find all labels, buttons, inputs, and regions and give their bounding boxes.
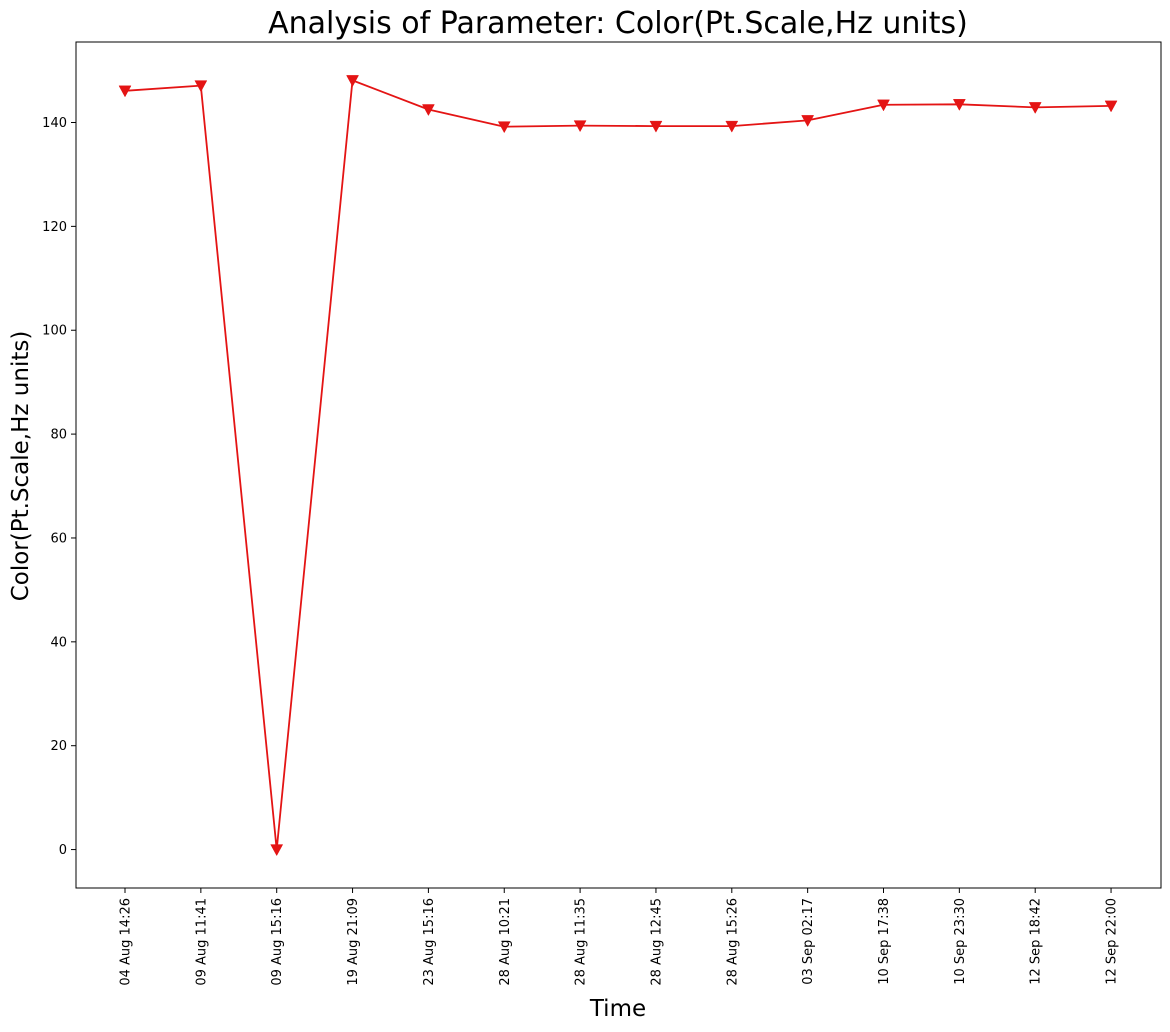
series-line	[124, 79, 1112, 851]
data-point	[497, 121, 511, 134]
x-tick-label: 28 Aug 11:35	[574, 898, 589, 986]
data-point	[1104, 100, 1118, 113]
data-point	[801, 115, 815, 127]
x-tick-label: 04 Aug 14:26	[119, 898, 134, 986]
y-axis: 0 20 40 60 80 100 120 140	[42, 116, 76, 858]
data-point	[1028, 102, 1042, 114]
y-tick-label: 60	[50, 531, 67, 546]
x-tick-label: 03 Sep 02:17	[801, 898, 816, 985]
data-point	[725, 120, 739, 133]
data-point	[346, 75, 359, 87]
data-point	[194, 80, 208, 93]
x-tick-label: 09 Aug 11:41	[194, 898, 209, 986]
data-point	[118, 85, 132, 98]
data-point	[649, 120, 663, 133]
data-point	[952, 99, 966, 111]
y-tick-label: 100	[42, 324, 67, 339]
x-tick-label: 28 Aug 12:45	[649, 898, 664, 986]
x-tick-label: 19 Aug 21:09	[346, 898, 361, 986]
x-tick-label: 10 Sep 17:38	[877, 898, 892, 985]
x-tick-label: 10 Sep 23:30	[953, 898, 968, 985]
x-tick-label: 28 Aug 10:21	[498, 898, 513, 986]
y-tick-label: 80	[50, 428, 67, 443]
x-tick-label: 09 Aug 15:16	[270, 898, 285, 986]
y-tick-label: 40	[50, 635, 67, 650]
data-point	[270, 844, 284, 857]
data-point	[421, 104, 435, 117]
y-tick-label: 20	[50, 739, 67, 754]
x-tick-label: 12 Sep 22:00	[1105, 898, 1120, 985]
plot-area	[118, 75, 1118, 857]
x-tick-label: 28 Aug 15:26	[725, 898, 740, 986]
y-tick-label: 120	[42, 220, 67, 235]
data-point	[877, 99, 890, 112]
plot-frame	[75, 41, 1162, 889]
x-tick-label: 23 Aug 15:16	[422, 898, 437, 986]
x-axis-label: Time	[589, 996, 646, 1022]
y-axis-label: Color(Pt.Scale,Hz units)	[8, 331, 34, 602]
y-tick-label: 140	[42, 116, 67, 131]
data-point	[573, 120, 587, 133]
x-axis: 04 Aug 14:26 09 Aug 11:41 09 Aug 15:16 19 A…	[119, 888, 1120, 986]
y-tick-label: 0	[59, 843, 67, 858]
x-tick-label: 12 Sep 18:42	[1029, 898, 1044, 985]
chart-title: Analysis of Parameter: Color(Pt.Scale,Hz…	[268, 6, 968, 41]
